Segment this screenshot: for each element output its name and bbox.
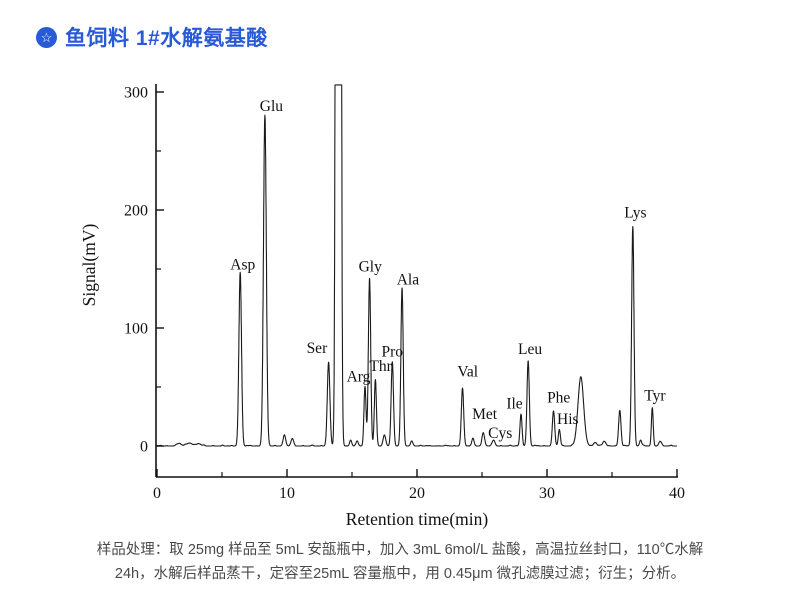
- peak-label-thr: Thr: [369, 358, 392, 375]
- peak-label-pro: Pro: [382, 344, 404, 361]
- peak-label-arg: Arg: [347, 368, 371, 385]
- y-tick-label: 200: [124, 203, 148, 220]
- peak-label-tyr: Tyr: [644, 387, 666, 404]
- star-badge-icon: ☆: [36, 26, 57, 48]
- peak-label-lys: Lys: [624, 204, 646, 221]
- page-title: 鱼饲料 1#水解氨基酸: [65, 27, 268, 50]
- chromatogram-chart: 0 10 20 30 40 0 100 200 300 Signal(mV) Retention t…: [79, 84, 685, 529]
- x-axis-title: Retention time(min): [346, 509, 489, 529]
- x-tick-label: 20: [409, 485, 425, 502]
- x-tick-label: 30: [539, 485, 555, 502]
- y-tick-label: 0: [140, 439, 148, 456]
- sample-prep-caption: 样品处理：取 25mg 样品至 5mL 安瓿瓶中，加入 3mL 6mol/L 盐…: [0, 538, 800, 586]
- y-tick-label: 300: [124, 85, 148, 102]
- caption-line-2: 24h，水解后样品蒸干，定容至25mL 容量瓶中，用 0.45μm 微孔滤膜过滤…: [114, 566, 686, 582]
- peak-label-ser: Ser: [307, 340, 329, 357]
- peak-label-ala: Ala: [397, 272, 420, 289]
- y-axis-title: Signal(mV): [79, 224, 99, 307]
- peak-label-ile: Ile: [506, 396, 522, 413]
- caption-line-1: 样品处理：取 25mg 样品至 5mL 安瓿瓶中，加入 3mL 6mol/L 盐…: [96, 542, 704, 558]
- y-tick-label: 100: [124, 321, 148, 338]
- x-tick-label: 10: [279, 485, 295, 502]
- chromatogram-svg: 0 10 20 30 40 0 100 200 300 Signal(mV) Retention t…: [79, 84, 685, 529]
- x-tick-label: 40: [669, 485, 685, 502]
- peak-label-leu: Leu: [518, 341, 542, 358]
- page-header: ☆ 鱼饲料 1#水解氨基酸: [36, 22, 268, 52]
- peak-label-glu: Glu: [260, 98, 284, 115]
- peak-label-val: Val: [457, 364, 478, 381]
- x-tick-label: 0: [153, 485, 161, 502]
- peak-label-phe: Phe: [547, 390, 570, 407]
- peak-label-asp: Asp: [230, 256, 255, 273]
- peak-label-cys: Cys: [488, 425, 512, 442]
- peak-label-met: Met: [472, 406, 498, 423]
- signal-trace: [156, 84, 678, 447]
- peak-label-gly: Gly: [359, 259, 383, 276]
- peak-label-his: His: [557, 411, 579, 428]
